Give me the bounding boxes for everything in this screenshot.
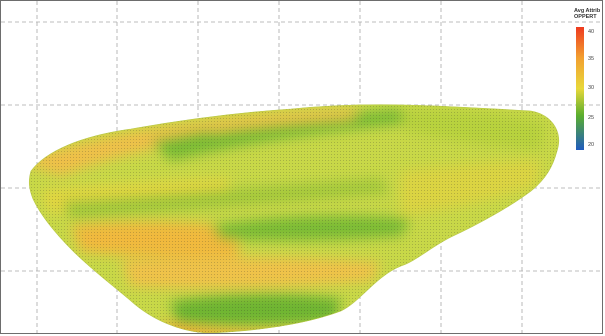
- legend-tick-30: 30: [588, 85, 595, 91]
- legend-title-line1: Avg Attrib: [574, 8, 601, 14]
- legend-title-line2: OPPERT: [574, 14, 597, 20]
- legend-tick-25: 25: [588, 115, 595, 121]
- legend-tick-40: 40: [588, 29, 595, 35]
- surface-outline: [28, 104, 559, 333]
- legend-color-bar: [576, 27, 584, 150]
- legend-tick-20: 20: [588, 142, 595, 148]
- legend-tick-35: 35: [588, 56, 595, 62]
- surface-shape: [29, 104, 559, 333]
